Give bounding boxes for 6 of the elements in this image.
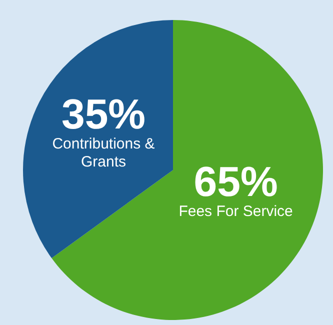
slice-label: Contributions & Grants xyxy=(52,136,155,171)
slice-label: Fees For Service xyxy=(178,203,293,220)
pie-slice xyxy=(52,20,323,320)
data-label: 35% xyxy=(61,90,146,138)
pie-slice xyxy=(23,20,173,258)
data-label: 65% xyxy=(194,158,278,206)
